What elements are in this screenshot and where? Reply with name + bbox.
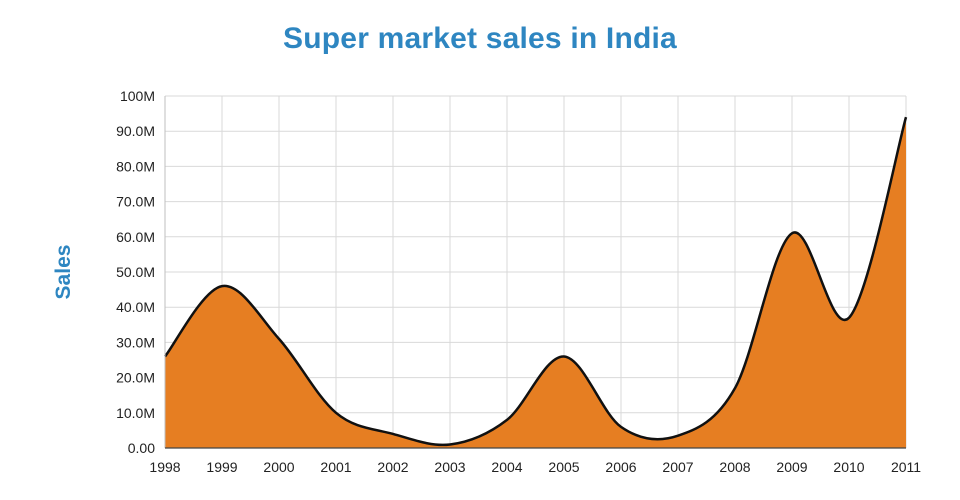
y-tick-label: 60.0M xyxy=(116,229,155,245)
y-tick-label: 40.0M xyxy=(116,299,155,315)
x-tick-label: 1999 xyxy=(206,459,237,475)
x-tick-label: 2006 xyxy=(605,459,636,475)
y-tick-label: 80.0M xyxy=(116,158,155,174)
area-fill xyxy=(165,117,906,449)
y-tick-label: 50.0M xyxy=(116,264,155,280)
y-tick-label: 10.0M xyxy=(116,405,155,421)
x-tick-label: 2011 xyxy=(891,459,921,475)
x-tick-label: 2007 xyxy=(662,459,693,475)
x-tick-label: 2002 xyxy=(377,459,408,475)
area-series xyxy=(164,116,908,449)
y-tick-label: 90.0M xyxy=(116,123,155,139)
y-tick-label: 0.00 xyxy=(128,440,155,456)
x-tick-label: 1998 xyxy=(149,459,180,475)
tick-labels: 0.00 10.0M 20.0M 30.0M 40.0M 50.0M 60.0M 70.0M 8… xyxy=(116,88,921,475)
x-tick-label: 2001 xyxy=(320,459,351,475)
x-tick-label: 2008 xyxy=(719,459,750,475)
y-tick-label: 100M xyxy=(120,88,155,104)
x-tick-label: 2005 xyxy=(548,459,579,475)
x-tick-label: 2004 xyxy=(491,459,522,475)
x-tick-label: 2009 xyxy=(776,459,807,475)
axes xyxy=(164,96,906,449)
y-tick-label: 70.0M xyxy=(116,194,155,210)
x-tick-label: 2010 xyxy=(833,459,864,475)
series-line xyxy=(164,116,908,447)
y-tick-label: 30.0M xyxy=(116,334,155,350)
x-tick-label: 2000 xyxy=(263,459,294,475)
y-tick-label: 20.0M xyxy=(116,370,155,386)
chart-title: Super market sales in India xyxy=(283,22,677,55)
x-tick-label: 2003 xyxy=(434,459,465,475)
